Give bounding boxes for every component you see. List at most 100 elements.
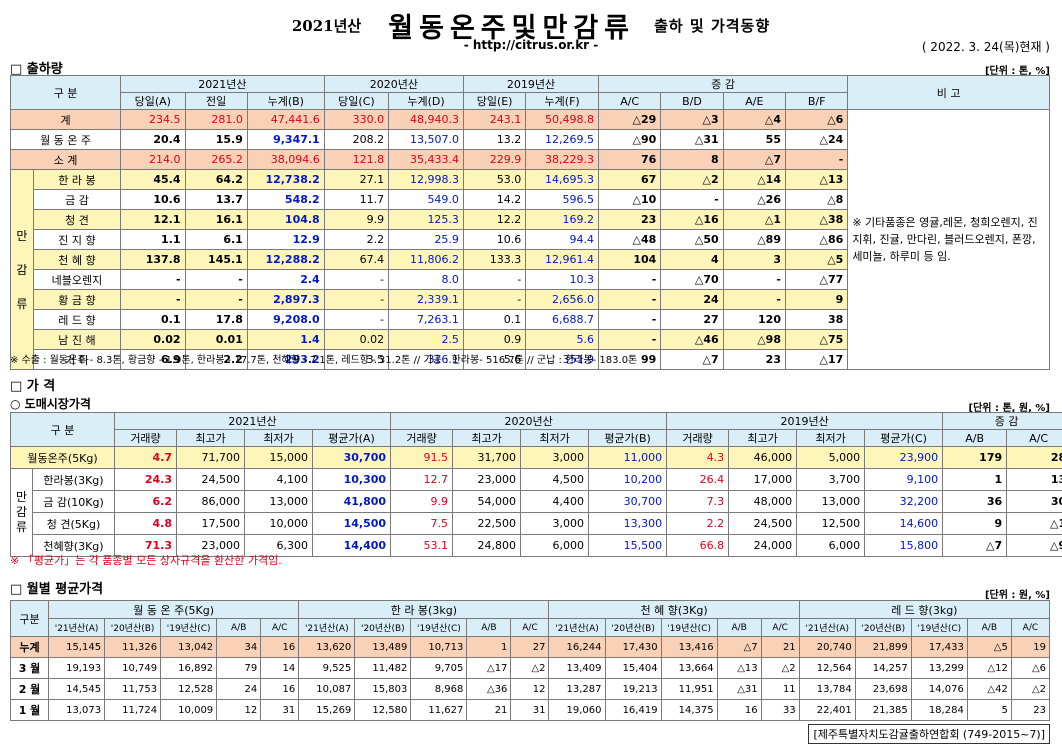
site-url[interactable]: - http://citrus.or.kr - [463, 38, 599, 52]
shipment-cell: 48,940.3 [388, 109, 464, 130]
monthly-cell: 11,482 [354, 657, 412, 679]
shipment-cell: 265.2 [184, 149, 248, 170]
monthly-cell: 16 [716, 699, 762, 721]
shipment-row-label: 레 드 향 [32, 309, 122, 330]
monthly-table: 구분 월 동 온 주(5Kg) 한 라 봉(3kg) 천 혜 향(3Kg) 레 드 향(… [9, 600, 1051, 721]
monthly-header-gubun: 구분 [9, 600, 50, 637]
monthly-row: 누계 15,145 11,326 13,042 34 16 13,620 13,489 10,7… [9, 636, 1051, 658]
monthly-cell: 11,627 [410, 699, 468, 721]
shipment-cell: 35,433.4 [388, 149, 464, 170]
shipment-cell: 13.2 [462, 129, 527, 150]
price-cell: 54,000 [452, 490, 522, 513]
shipment-cell: 9,347.1 [246, 129, 325, 150]
price-col-header: 평균가(A) [311, 429, 392, 447]
shipment-cell: - [597, 329, 662, 350]
shipment-cell: 351.9 [525, 349, 599, 370]
monthly-cell: 13,287 [548, 678, 606, 700]
shipment-cell: 12,738.2 [246, 169, 325, 190]
monthly-cell: 12,528 [160, 678, 218, 700]
price-header-2021: 2021년산 [113, 412, 392, 430]
shipment-cell: - [722, 289, 786, 310]
monthly-cell: 10,087 [298, 678, 356, 700]
monthly-col-header: A/B [466, 618, 512, 637]
shipment-cell: 5.6 [462, 349, 527, 370]
shipment-row-label: 천 혜 향 [32, 249, 122, 270]
monthly-cell: 21 [466, 699, 512, 721]
shipment-row-label: 네블오렌지 [32, 269, 122, 290]
price-cell: 4.7 [114, 446, 177, 469]
monthly-cell: △2 [510, 657, 550, 679]
monthly-cell: △6 [1010, 657, 1051, 679]
monthly-cell: 11,724 [104, 699, 162, 721]
shipment-row-label: 한 라 봉 [32, 169, 122, 190]
shipment-group-char: 류 [16, 296, 28, 311]
monthly-cell: 16 [260, 636, 300, 658]
shipment-cell: 208.2 [323, 129, 390, 150]
shipment-row: 월 동 온 주 20.4 15.9 9,347.1 208.2 13,507.0 13.2 1… [9, 129, 1050, 150]
shipment-cell: 229.9 [462, 149, 527, 170]
shipment-section-title: □ 출하량 [10, 62, 63, 77]
shipment-cell: 9 [784, 289, 849, 310]
monthly-cell: △13 [716, 657, 762, 679]
price-cell: 5,000 [796, 446, 866, 469]
price-cell: 6.2 [114, 490, 177, 513]
shipment-cell: - [462, 289, 527, 310]
shipment-cell: - [462, 269, 527, 290]
shipment-cell: 12,998.3 [388, 169, 464, 190]
price-cell: 4,100 [244, 468, 313, 491]
monthly-row: 1 월 13,073 11,724 10,009 12 31 15,269 12,580 11,… [9, 699, 1051, 721]
monthly-cell: 14,375 [660, 699, 718, 721]
monthly-cell: 11,753 [104, 678, 162, 700]
shipment-side-note: ※ 기타품종은 영귤,레몬, 청희오렌지, 진지휘, 진귤, 만다린, 블러드오… [847, 109, 1050, 370]
shipment-cell: 67 [597, 169, 662, 190]
monthly-cell: 15,803 [354, 678, 412, 700]
monthly-cell: 12,564 [798, 657, 856, 679]
price-cell: 13 [1006, 468, 1062, 491]
price-cell: 23,900 [864, 446, 944, 469]
monthly-col-header: A/C [760, 618, 800, 637]
price-cell: 10,000 [244, 512, 313, 535]
monthly-cell: △2 [760, 657, 800, 679]
shipment-row: 네블오렌지 - -2.4-8.0-10.3- △70- △77 [11, 269, 1050, 290]
monthly-cell: △12 [966, 657, 1012, 679]
shipment-row: 소 계 214.0 265.2 38,094.6 121.8 35,433.4 229.9 3… [9, 149, 1050, 170]
shipment-row-label: 소 계 [9, 149, 122, 170]
monthly-cell: 1 [466, 636, 512, 658]
monthly-cell: 14,076 [910, 678, 968, 700]
price-cell: 7.5 [390, 512, 454, 535]
monthly-cell: 27 [510, 636, 550, 658]
price-col-header: A/B [942, 429, 1008, 447]
shipment-cell: 24 [660, 289, 724, 310]
monthly-cell: 12 [216, 699, 262, 721]
shipment-cell: 596.5 [525, 189, 599, 210]
price-cell: 13,300 [588, 512, 668, 535]
shipment-header-change: 증 감 [597, 75, 849, 93]
shipment-cell: 104.8 [246, 209, 325, 230]
price-cell: 3,700 [796, 468, 866, 491]
monthly-cell: 9,705 [410, 657, 468, 679]
monthly-row-label: 3 월 [9, 657, 50, 679]
price-cell: 46,000 [728, 446, 798, 469]
shipment-cell: 11,806.2 [388, 249, 464, 270]
price-col-header: 거래량 [390, 429, 454, 447]
price-cell: 28 [1006, 446, 1062, 469]
shipment-col-header: 당일(A) [120, 92, 186, 110]
shipment-cell: △29 [597, 109, 662, 130]
price-header-2019: 2019년산 [666, 412, 944, 430]
shipment-row-label: 기 타 [32, 349, 122, 370]
price-cell: 13,000 [796, 490, 866, 513]
monthly-cell: 21 [760, 636, 800, 658]
shipment-header-2019: 2019년산 [462, 75, 600, 93]
shipment-col-header: 당일(E) [462, 92, 527, 110]
monthly-group-header: 한 라 봉(3kg) [298, 600, 550, 619]
price-col-header: 최고가 [452, 429, 522, 447]
monthly-cell: 19,060 [548, 699, 606, 721]
price-row: 월동온주(5Kg) 4.7 71,700 15,000 30,700 91.5 31,700… [10, 446, 1062, 469]
price-row-label: 월동온주(5Kg) [10, 446, 115, 469]
monthly-cell: 21,899 [854, 636, 912, 658]
page-title: 2021년산 월동온주및만감류 출하 및 가격동향 [0, 6, 1062, 44]
monthly-group-header: 월 동 온 주(5Kg) [48, 600, 300, 619]
price-cell: 30,700 [311, 446, 392, 469]
shipment-cell: 23 [722, 349, 786, 370]
price-cell: 4.8 [114, 512, 177, 535]
